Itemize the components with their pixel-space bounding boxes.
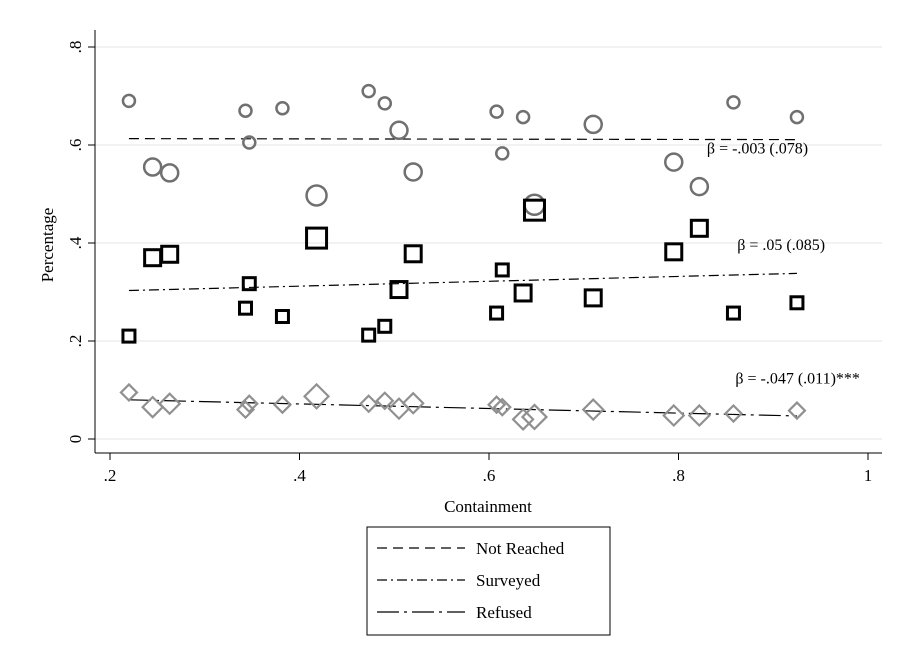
circle-marker <box>495 146 510 161</box>
square-marker <box>377 318 393 334</box>
x-tick-label: .4 <box>293 466 306 485</box>
x-tick-label: .2 <box>104 466 117 485</box>
diamond-marker <box>487 395 507 415</box>
square-marker <box>689 218 709 238</box>
square-marker <box>143 248 163 268</box>
diamond-marker <box>520 403 549 431</box>
diamond-marker <box>359 394 379 414</box>
diamond-marker <box>119 382 139 403</box>
square-marker <box>274 309 290 324</box>
y-axis-title: Percentage <box>38 208 57 283</box>
data-markers <box>119 83 807 431</box>
circle-marker <box>305 184 328 207</box>
legend: Not Reached Surveyed Refused <box>366 526 611 636</box>
fit-line-circle <box>128 138 797 141</box>
circle-marker <box>242 135 257 150</box>
square-marker <box>789 295 805 311</box>
y-tick-label: 0 <box>66 435 85 444</box>
circle-marker <box>159 163 180 183</box>
circle-marker <box>377 96 393 111</box>
diamond-marker <box>511 407 535 431</box>
grid-lines <box>95 46 882 440</box>
legend-label: Not Reached <box>476 539 565 558</box>
fit-line-square <box>128 272 797 292</box>
diamond-marker <box>492 397 512 417</box>
y-tick-label: .2 <box>66 335 85 348</box>
square-marker <box>361 327 377 343</box>
x-tick-label: .6 <box>483 466 496 485</box>
square-marker <box>583 288 603 308</box>
circle-marker <box>389 120 409 141</box>
circle-marker <box>489 104 504 119</box>
square-marker <box>389 280 409 300</box>
circle-marker <box>523 193 546 217</box>
circle-marker <box>361 83 376 99</box>
square-marker <box>305 226 329 250</box>
y-tick-label: .8 <box>66 41 85 54</box>
diamond-marker <box>239 394 259 414</box>
diamond-marker <box>158 392 182 416</box>
diamond-marker <box>272 395 293 415</box>
circle-marker <box>789 109 805 125</box>
fit-line-diamond <box>128 399 797 417</box>
circle-marker <box>664 152 684 172</box>
diamond-marker <box>401 391 425 415</box>
square-marker <box>160 244 180 264</box>
square-marker <box>237 300 253 316</box>
diamond-marker <box>662 403 686 428</box>
diamond-marker <box>723 403 744 424</box>
circle-marker <box>238 103 253 118</box>
x-tick-label: .8 <box>672 466 685 485</box>
legend-label: Surveyed <box>476 571 541 590</box>
axes: 0 .2 .4 .6 .8 .2 .4 .6 .8 1 <box>66 30 882 485</box>
y-tick-label: .6 <box>66 139 85 152</box>
diamond-marker <box>235 400 256 420</box>
square-marker <box>241 276 257 292</box>
circle-marker <box>515 109 531 125</box>
annotations: β = -.003 (.078) β = .05 (.085) β = -.047 … <box>707 140 860 387</box>
circle-marker <box>142 157 163 177</box>
diamond-marker <box>302 382 331 410</box>
beta-annotation: β = -.003 (.078) <box>707 140 808 157</box>
legend-box <box>366 526 611 636</box>
legend-label: Refused <box>476 603 532 622</box>
square-marker <box>403 244 423 264</box>
x-tick-label: 1 <box>864 466 873 485</box>
legend-items: Not Reached Surveyed Refused <box>377 539 565 622</box>
square-marker <box>725 305 741 321</box>
square-marker <box>513 283 533 303</box>
square-marker <box>664 242 684 262</box>
diamond-marker <box>375 391 395 411</box>
diamond-marker <box>787 401 807 421</box>
diamond-marker <box>687 403 711 428</box>
circle-marker <box>403 162 423 182</box>
square-marker <box>121 328 137 344</box>
fit-lines <box>128 138 797 417</box>
square-marker <box>494 262 510 278</box>
circle-marker <box>275 101 290 116</box>
circle-marker <box>583 114 603 135</box>
circle-marker <box>121 93 137 109</box>
circle-marker <box>726 95 741 110</box>
diamond-marker <box>581 398 605 422</box>
beta-annotation: β = .05 (.085) <box>737 237 825 254</box>
square-marker <box>489 305 505 321</box>
square-marker <box>522 198 546 222</box>
x-axis-title: Containment <box>444 497 532 516</box>
circle-marker <box>689 176 710 197</box>
beta-annotation: β = -.047 (.011)*** <box>735 371 860 388</box>
y-tick-label: .4 <box>66 236 85 249</box>
